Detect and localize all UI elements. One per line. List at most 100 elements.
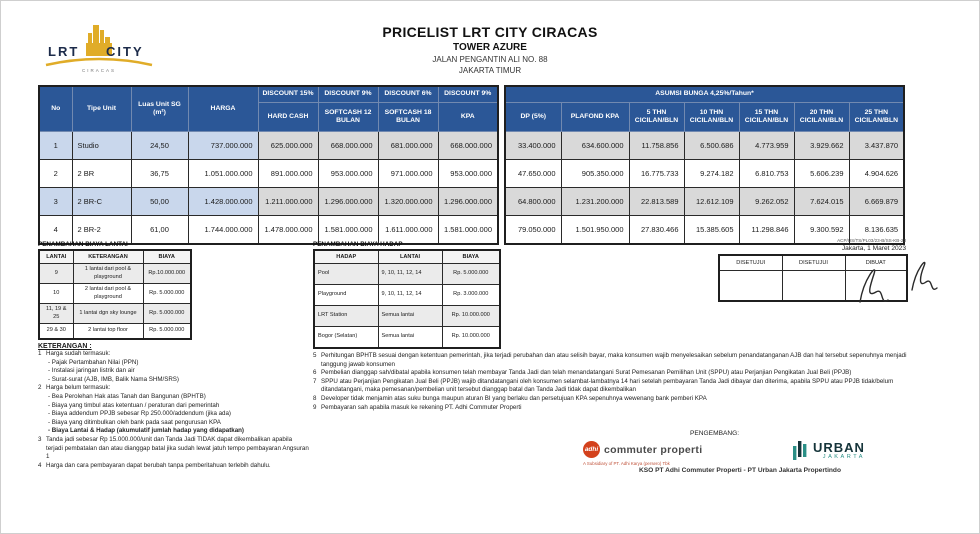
facing-table-title: PENAMBAHAN BIAYA HADAP xyxy=(313,241,403,248)
price-row: 47.650.000 905.350.000 16.775.733 9.274.… xyxy=(504,159,905,188)
col-header-5thn: 5 THN CICILAN/BLN xyxy=(628,102,685,132)
cell-no: 2 xyxy=(38,159,73,188)
adhi-logo: adhi commuter properti xyxy=(583,441,702,458)
lrt-city-logo: LRT CITY CIRACAS xyxy=(40,16,158,82)
document-date: Jakarta, 1 Maret 2023 xyxy=(841,245,906,252)
col-header-discount9a: DISCOUNT 9% xyxy=(317,85,379,103)
col-header-discount6: DISCOUNT 6% xyxy=(377,85,439,103)
note-item: 7 SPPU atau Perjanjian Pengikatan Jual B… xyxy=(313,378,907,395)
note-number: 6 xyxy=(313,369,317,377)
note-subitem: - Biaya Lantai & Hadap (akumulatif jumla… xyxy=(48,427,244,435)
floor-row: 29 & 30 2 lantai top floor Rp. 5.000.000 xyxy=(38,323,192,339)
cell-harga: 737.000.000 xyxy=(187,131,259,160)
lrt-city-skyline-icon xyxy=(45,25,153,67)
cell-kpa: 1.581.000.000 xyxy=(437,215,499,245)
note-text: Harga dan cara pembayaran dapat berubah … xyxy=(46,461,271,469)
floor-col-lantai: LANTAI xyxy=(38,249,74,264)
note-item: 1 Harga sudah termasuk: xyxy=(38,350,310,359)
col-header-discount15: DISCOUNT 15% xyxy=(257,85,319,103)
col-header-harga: HARGA xyxy=(187,85,259,132)
cell-softcash18: 681.000.000 xyxy=(377,131,439,160)
facing-row: Playground 9, 10, 11, 12, 14 Rp. 3.000.0… xyxy=(313,284,501,306)
logo-text-city: CITY xyxy=(106,44,144,59)
urban-jakarta-wordmark: URBAN JAKARTA xyxy=(813,441,865,461)
cell-hard-cash: 891.000.000 xyxy=(257,159,319,188)
facing-lantai: 9, 10, 11, 12, 14 xyxy=(377,284,443,306)
cell-5thn: 11.758.856 xyxy=(628,131,685,160)
cell-no: 3 xyxy=(38,187,73,216)
note-number: 1 xyxy=(38,350,42,357)
cell-softcash18: 1.611.000.000 xyxy=(377,215,439,245)
facing-hadap: Pool xyxy=(313,263,379,285)
cell-no: 1 xyxy=(38,131,73,160)
floor-biaya: Rp. 5.000.000 xyxy=(142,283,192,304)
facing-biaya: Rp. 10.000.000 xyxy=(441,305,501,327)
price-row: 64.800.000 1.231.200.000 22.813.589 12.6… xyxy=(504,187,905,216)
cell-softcash12: 953.000.000 xyxy=(317,159,379,188)
facing-hadap: Bogor (Selatan) xyxy=(313,326,379,348)
col-header-discount9b: DISCOUNT 9% xyxy=(437,85,499,103)
floor-lantai: 29 & 30 xyxy=(38,323,74,339)
cell-luas: 50,00 xyxy=(130,187,189,216)
cell-luas: 61,00 xyxy=(130,215,189,245)
note-subitem: - Biaya yang timbul atas ketentuan / per… xyxy=(48,401,220,409)
note-text: Developer tidak menjamin atas suku bunga… xyxy=(321,394,707,402)
note-subitem: - Instalasi jaringan listrik dan air xyxy=(48,367,135,375)
cell-plafond: 634.600.000 xyxy=(560,131,630,160)
note-subitem: - Surat-surat (AJB, IMB, Balik Nama SHM/… xyxy=(48,375,179,383)
facing-row: Pool 9, 10, 11, 12, 14 Rp. 5.000.000 xyxy=(313,263,501,285)
floor-keterangan: 2 lantai top floor xyxy=(72,323,144,339)
cell-20thn: 5.606.239 xyxy=(793,159,850,188)
signature-cell-3 xyxy=(844,270,908,302)
floor-table-title: PENAMBAHAN BIAYA LANTAI xyxy=(38,241,128,248)
cell-20thn: 3.929.662 xyxy=(793,131,850,160)
signature-icon xyxy=(911,261,938,291)
cell-15thn: 4.773.959 xyxy=(738,131,795,160)
price-row: 79.050.000 1.501.950.000 27.830.466 15.3… xyxy=(504,215,905,245)
facing-biaya: Rp. 3.000.000 xyxy=(441,284,501,306)
facing-lantai: 9, 10, 11, 12, 14 xyxy=(377,263,443,285)
cell-hard-cash: 1.211.000.000 xyxy=(257,187,319,216)
cell-dp: 33.400.000 xyxy=(504,131,562,160)
facing-col-lantai: LANTAI xyxy=(377,249,443,264)
cell-10thn: 9.274.182 xyxy=(683,159,740,188)
facing-biaya: Rp. 5.000.000 xyxy=(441,263,501,285)
floor-row: 9 1 lantai dari pool & playground Rp.10.… xyxy=(38,263,192,284)
cell-dp: 79.050.000 xyxy=(504,215,562,245)
note-subitem: - Pajak Pertambahan Nilai (PPN) xyxy=(48,358,139,366)
note-number: 2 xyxy=(38,384,42,392)
note-number: 3 xyxy=(38,435,42,443)
note-item: 3 Tanda jadi sebesar Rp 15.000.000/unit … xyxy=(38,436,310,462)
floor-col-keterangan: KETERANGAN xyxy=(72,249,144,264)
cell-hard-cash: 625.000.000 xyxy=(257,131,319,160)
facing-col-biaya: BIAYA xyxy=(441,249,501,264)
note-item: 2 Harga belum termasuk: xyxy=(38,384,310,393)
floor-lantai: 10 xyxy=(38,283,74,304)
facing-lantai: Semua lantai xyxy=(377,326,443,348)
cell-no: 4 xyxy=(38,215,73,245)
cell-softcash12: 1.296.000.000 xyxy=(317,187,379,216)
adhi-logo-name: commuter properti xyxy=(604,443,703,456)
approval-signature-row xyxy=(718,270,908,302)
signature-cell-1 xyxy=(718,270,783,302)
notes-right-section: 5 Perhitungan BPHTB sesuai dengan ketent… xyxy=(313,352,907,412)
facing-biaya: Rp. 10.000.000 xyxy=(441,326,501,348)
cell-softcash18: 971.000.000 xyxy=(377,159,439,188)
col-header-tipe-unit: Tipe Unit xyxy=(71,85,132,132)
cell-25thn: 3.437.870 xyxy=(848,131,905,160)
cell-dp: 64.800.000 xyxy=(504,187,562,216)
cell-plafond: 1.231.200.000 xyxy=(560,187,630,216)
note-number: 5 xyxy=(313,352,317,359)
developer-label: PENGEMBANG: xyxy=(690,430,740,437)
floor-row: 11, 19 & 25 1 lantai dgn sky lounge Rp. … xyxy=(38,303,192,324)
col-header-10thn: 10 THN CICILAN/BLN xyxy=(683,102,740,132)
col-header-15thn: 15 THN CICILAN/BLN xyxy=(738,102,795,132)
note-item: 5 Perhitungan BPHTB sesuai dengan ketent… xyxy=(313,352,907,369)
cell-kpa: 1.296.000.000 xyxy=(437,187,499,216)
facing-hadap: LRT Station xyxy=(313,305,379,327)
floor-lantai: 9 xyxy=(38,263,74,284)
note-text: Tanda jadi sebesar Rp 15.000.000/unit da… xyxy=(46,435,309,461)
floor-col-biaya: BIAYA xyxy=(142,249,192,264)
keterangan-section: KETERANGAN : 1 Harga sudah termasuk: - P… xyxy=(38,343,310,470)
